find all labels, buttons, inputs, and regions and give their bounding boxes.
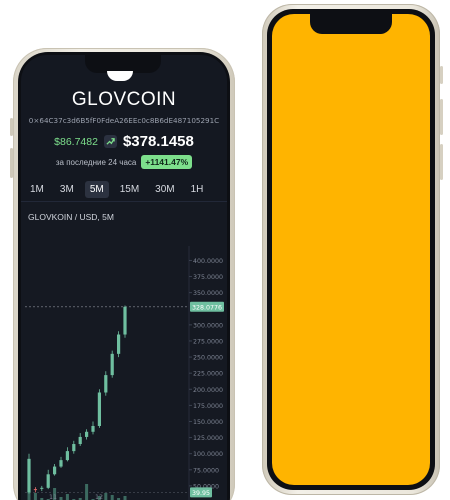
- low-price-tag: [190, 487, 212, 498]
- candle-body: [46, 474, 50, 488]
- candle-body: [40, 487, 44, 489]
- current-price: $378.1458: [122, 133, 194, 150]
- candle-body: [65, 451, 69, 461]
- price-row: $86.7482 $378.1458: [21, 133, 227, 150]
- tab-3m[interactable]: 3M: [59, 184, 74, 195]
- y-tick-label: 375.0000: [193, 274, 223, 281]
- x-tick-label: 11: [49, 494, 57, 500]
- volume-bar: [123, 496, 127, 500]
- volume-bar: [59, 497, 63, 500]
- volume-bar: [110, 495, 114, 500]
- x-tick-label: 12: [95, 494, 103, 500]
- candle-body: [110, 353, 114, 376]
- candle-body: [59, 460, 63, 467]
- y-tick-label: 350.0000: [193, 290, 223, 297]
- phone-volume-button: [10, 148, 13, 178]
- volume-bar: [40, 498, 44, 500]
- y-tick-label: 200.0000: [193, 387, 223, 394]
- left-phone-mockup: GLOVCOIN 0×64C37c3d6B5fF0FdeA26EEc0c8B6d…: [10, 48, 235, 500]
- previous-price: $86.7482: [54, 135, 98, 148]
- tab-5m[interactable]: 5M: [84, 181, 109, 198]
- volume-bar: [53, 488, 57, 500]
- candle-body: [91, 425, 95, 432]
- contract-address[interactable]: 0×64C37c3d6B5fF0FdeA26EEc0c8B6dE48710529…: [28, 116, 220, 125]
- phone-mute-switch: [440, 66, 443, 84]
- y-tick-label: 150.0000: [193, 419, 223, 426]
- y-tick-label: 100.0000: [193, 451, 223, 458]
- phone-volume-down-button: [440, 144, 443, 180]
- phone-notch: [85, 55, 161, 81]
- phone-volume-up-button: [440, 99, 443, 135]
- phone-notch: [310, 14, 392, 34]
- volume-bar: [85, 484, 89, 500]
- period-label: за последние 24 часа: [55, 157, 137, 167]
- candle-body: [78, 436, 82, 445]
- y-tick-label: 225.0000: [193, 371, 223, 378]
- price-chart[interactable]: GLOVKOIN / USD, 5M 400.0000 375.0000 350.0…: [21, 201, 227, 500]
- y-tick-label: 400.0000: [193, 258, 223, 265]
- tab-30m[interactable]: 30M: [155, 184, 175, 195]
- candle-body: [27, 458, 31, 493]
- candle-body: [72, 444, 76, 452]
- volume-bar: [65, 494, 69, 500]
- y-tick-label: 275.0000: [193, 338, 223, 345]
- current-price-tag: [190, 301, 224, 312]
- phone-side-button: [10, 118, 13, 136]
- change-badge: +1141.47%: [141, 155, 193, 169]
- right-phone-mockup: [262, 4, 443, 495]
- y-tick-label: 300.0000: [193, 322, 223, 329]
- y-tick-label: 50.0000: [193, 483, 219, 490]
- coin-title: GLOVCOIN: [71, 89, 177, 110]
- candle-body: [33, 489, 37, 491]
- chart-title: GLOVKOIN / USD, 5M: [28, 212, 114, 222]
- candle-body: [53, 466, 57, 475]
- tab-1h[interactable]: 1H: [190, 184, 204, 195]
- trend-up-icon: [103, 135, 117, 148]
- low-price-label: 39.95: [192, 490, 210, 497]
- period-row: за последние 24 часа +1141.47%: [21, 155, 227, 169]
- volume-bar: [33, 493, 37, 500]
- y-tick-label: 125.0000: [193, 435, 223, 442]
- current-price-label: 328.0776: [192, 304, 222, 311]
- camera-cutout: [107, 71, 133, 81]
- volume-bar: [27, 490, 31, 500]
- candlestick-chart[interactable]: 400.0000 375.0000 350.0000 300.0000 275.0000…: [21, 202, 227, 500]
- y-tick-label: 175.0000: [193, 403, 223, 410]
- candle-body: [117, 334, 121, 354]
- candle-body: [104, 375, 108, 393]
- volume-bar: [117, 498, 121, 500]
- blank-orange-screen: [272, 14, 430, 485]
- candle-body: [85, 431, 89, 437]
- tab-15m[interactable]: 15M: [119, 184, 140, 195]
- volume-bar: [104, 493, 108, 500]
- y-tick-label: 250.0000: [193, 355, 223, 362]
- tab-1m[interactable]: 1M: [30, 184, 44, 195]
- y-tick-label: 75.0000: [193, 467, 219, 474]
- trading-screen: GLOVCOIN 0×64C37c3d6B5fF0FdeA26EEc0c8B6d…: [21, 55, 227, 500]
- volume-bar: [78, 498, 82, 500]
- timeframe-tabs: 1M 3M 5M 15M 30M 1H: [25, 181, 227, 198]
- candle-body: [123, 306, 127, 335]
- volume-bar: [97, 496, 101, 500]
- right-phone-bezel: [267, 9, 435, 490]
- candle-body: [97, 392, 101, 426]
